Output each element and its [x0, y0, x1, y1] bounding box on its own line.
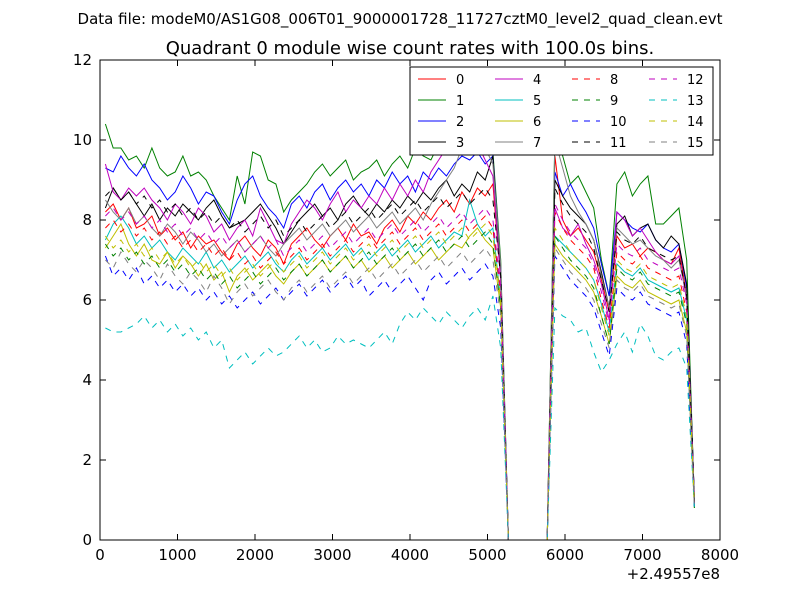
- series-line-15: [105, 246, 695, 541]
- legend-label-1: 1: [456, 94, 464, 109]
- y-tick-label: 10: [73, 131, 92, 149]
- legend-label-0: 0: [456, 73, 464, 88]
- series-line-7: [104, 103, 695, 541]
- plot-frame: [99, 59, 721, 541]
- x-tick-label: 5000: [468, 546, 506, 564]
- legend-label-9: 9: [610, 94, 618, 109]
- x-tick-label: 8000: [701, 546, 739, 564]
- x-tick-label: 4000: [391, 546, 429, 564]
- legend-label-7: 7: [533, 136, 541, 151]
- legend-label-5: 5: [533, 94, 541, 109]
- series-line-1: [104, 111, 695, 541]
- ticks-layer: 0 1000 2000 3000 4000 5000 6000 7000 80000246810…: [73, 51, 739, 564]
- series-line-8: [105, 211, 695, 541]
- series-line-0: [105, 155, 695, 541]
- x-tick-label: 0: [95, 546, 105, 564]
- legend-label-4: 4: [533, 73, 541, 88]
- series-line-6: [104, 222, 695, 541]
- series-line-5: [104, 198, 695, 541]
- legend-label-2: 2: [456, 115, 464, 130]
- legend-frame: [409, 66, 714, 156]
- legend-label-14: 14: [687, 115, 704, 130]
- legend-label-12: 12: [687, 73, 704, 88]
- y-tick-label: 4: [82, 371, 92, 389]
- x-tick-label: 2000: [236, 546, 274, 564]
- series-line-14: [104, 223, 695, 541]
- y-tick-label: 12: [73, 51, 92, 69]
- chart-title: Quadrant 0 module wise count rates with …: [166, 38, 655, 59]
- series-line-10: [104, 254, 695, 541]
- legend-label-11: 11: [610, 136, 627, 151]
- x-tick-label: 1000: [158, 546, 196, 564]
- suptitle: Data file: modeM0/AS1G08_006T01_90000017…: [78, 10, 723, 29]
- legend-label-15: 15: [687, 136, 704, 151]
- x-tick-label: 7000: [623, 546, 661, 564]
- y-tick-label: 6: [82, 291, 92, 309]
- x-offset-label: +2.49557e8: [627, 565, 720, 583]
- series-line-11: [105, 187, 695, 541]
- series-layer: [104, 103, 695, 541]
- y-tick-label: 8: [82, 211, 92, 229]
- legend-label-6: 6: [533, 115, 541, 130]
- y-tick-label: 2: [82, 451, 92, 469]
- legend-label-8: 8: [610, 73, 618, 88]
- legend-label-3: 3: [456, 136, 464, 151]
- series-line-9: [104, 231, 695, 541]
- series-line-2: [105, 151, 695, 541]
- x-tick-label: 3000: [313, 546, 351, 564]
- series-line-4: [104, 114, 695, 541]
- legend-label-10: 10: [610, 115, 627, 130]
- y-tick-label: 0: [82, 531, 92, 549]
- series-line-12: [105, 203, 695, 541]
- x-tick-label: 6000: [546, 546, 584, 564]
- legend-label-13: 13: [687, 94, 704, 109]
